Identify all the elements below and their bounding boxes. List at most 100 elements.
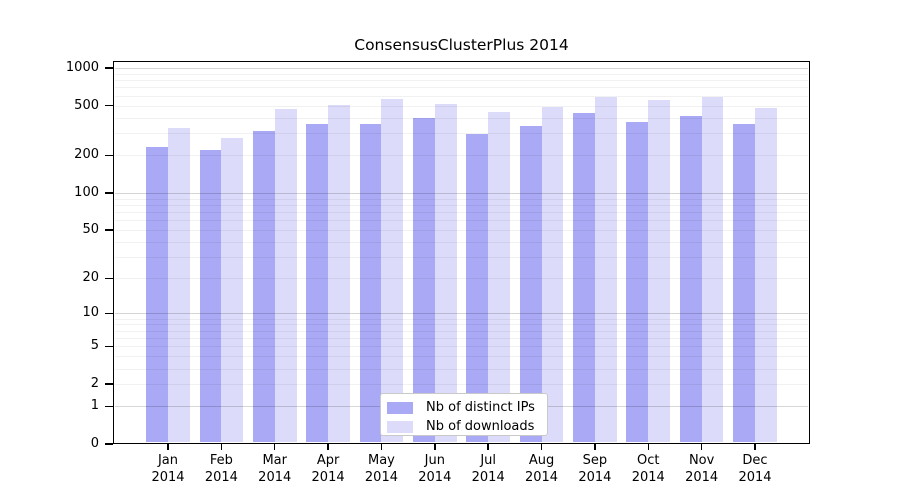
gridline-3 <box>115 368 808 370</box>
gridline-6 <box>115 338 808 340</box>
gridline-50 <box>115 230 808 231</box>
gridline-40 <box>115 241 808 243</box>
y-tick-label-0: 0 <box>90 436 99 451</box>
y-tick-label-200: 200 <box>74 147 99 163</box>
y-tick-1000 <box>105 67 113 69</box>
chart-title: ConsensusClusterPlus 2014 <box>354 36 569 54</box>
bar-may-downloads <box>381 98 404 443</box>
gridline-600 <box>115 95 808 97</box>
bar-nov-downloads <box>701 97 724 443</box>
y-tick-100 <box>105 192 113 194</box>
x-tick-label-nov: Nov 2014 <box>685 453 719 485</box>
bar-jan-downloads <box>168 128 190 443</box>
bar-nov-distinct-ips <box>679 115 702 443</box>
x-tick-may <box>380 444 383 450</box>
gridline-900 <box>115 73 808 75</box>
x-tick-label-jan: Jan 2014 <box>151 453 185 485</box>
bar-feb-downloads <box>221 138 244 443</box>
x-tick-nov <box>700 444 703 450</box>
bar-jul-downloads <box>488 111 510 443</box>
x-tick-label-dec: Dec 2014 <box>738 453 772 485</box>
legend-item-downloads: Nb of downloads <box>387 417 547 436</box>
y-tick-10 <box>105 312 113 315</box>
bar-may-distinct-ips <box>359 123 382 443</box>
gridline-7 <box>115 330 808 332</box>
bar-oct-downloads <box>648 100 671 443</box>
gridline-4 <box>115 356 808 358</box>
bar-feb-distinct-ips <box>199 150 222 443</box>
gridline-20 <box>115 278 808 280</box>
bar-jul-distinct-ips <box>466 134 489 443</box>
legend-label-distinct-ips: Nb of distinct IPs <box>426 399 535 415</box>
bar-mar-downloads <box>274 109 297 443</box>
x-tick-label-sep: Sep 2014 <box>578 453 612 485</box>
gridline-1000 <box>115 68 808 69</box>
x-tick-jun <box>434 444 436 450</box>
gridline-60 <box>115 220 808 222</box>
x-tick-label-oct: Oct 2014 <box>631 453 665 485</box>
bar-aug-downloads <box>541 106 564 443</box>
gridline-5 <box>115 346 808 348</box>
x-tick-dec <box>754 444 756 450</box>
bar-jun-distinct-ips <box>413 118 435 443</box>
y-tick-label-50: 50 <box>82 222 99 237</box>
bar-aug-distinct-ips <box>519 125 542 443</box>
x-tick-sep <box>594 444 596 450</box>
x-tick-label-mar: Mar 2014 <box>258 453 292 485</box>
gridline-300 <box>115 133 808 135</box>
gridline-80 <box>115 204 808 206</box>
x-tick-aug <box>540 444 543 450</box>
gridline-500 <box>115 105 808 107</box>
y-tick-2 <box>105 383 113 385</box>
bar-apr-downloads <box>328 105 350 443</box>
x-tick-label-aug: Aug 2014 <box>524 453 559 485</box>
gridline-100 <box>115 192 808 194</box>
y-tick-1 <box>105 405 113 408</box>
gridline-70 <box>115 212 808 213</box>
y-tick-0 <box>105 443 113 445</box>
legend-swatch-downloads-icon <box>387 420 413 433</box>
y-tick-label-5: 5 <box>90 338 99 354</box>
bar-mar-distinct-ips <box>252 130 275 443</box>
gridline-700 <box>115 87 808 89</box>
x-tick-label-feb: Feb 2014 <box>204 453 238 485</box>
bar-oct-distinct-ips <box>626 122 649 443</box>
y-tick-20 <box>105 277 113 280</box>
x-tick-apr <box>327 444 329 450</box>
y-tick-label-500: 500 <box>74 97 99 113</box>
y-tick-label-2: 2 <box>90 376 99 392</box>
bar-sep-distinct-ips <box>573 113 595 443</box>
bar-jan-distinct-ips <box>146 146 168 443</box>
legend: Nb of distinct IPs Nb of downloads <box>380 393 548 436</box>
x-tick-label-apr: Apr 2014 <box>311 453 345 485</box>
y-tick-200 <box>105 154 113 157</box>
y-tick-label-20: 20 <box>82 270 99 286</box>
bar-apr-distinct-ips <box>306 124 329 443</box>
x-tick-jan <box>167 444 169 450</box>
gridline-200 <box>115 155 808 157</box>
x-tick-label-jul: Jul 2014 <box>471 453 505 485</box>
gridline-30 <box>115 257 808 259</box>
bar-sep-downloads <box>594 96 617 443</box>
legend-label-downloads: Nb of downloads <box>426 418 535 434</box>
y-tick-500 <box>105 104 113 107</box>
y-tick-label-10: 10 <box>82 305 99 321</box>
y-tick-label-1: 1 <box>90 398 99 414</box>
x-tick-oct <box>647 444 650 450</box>
y-tick-label-100: 100 <box>74 184 99 200</box>
x-tick-jul <box>487 444 489 450</box>
x-tick-label-jun: Jun 2014 <box>418 453 452 485</box>
x-tick-mar <box>273 444 276 450</box>
bar-jun-downloads <box>434 104 457 443</box>
x-tick-label-may: May 2014 <box>364 453 398 485</box>
gridline-90 <box>115 198 808 200</box>
gridline-400 <box>115 117 808 119</box>
x-tick-feb <box>220 444 223 450</box>
y-tick-5 <box>105 345 113 348</box>
gridline-9 <box>115 318 808 320</box>
y-tick-50 <box>105 229 113 231</box>
bar-dec-distinct-ips <box>733 124 755 443</box>
gridline-8 <box>115 324 808 326</box>
gridline-800 <box>115 80 808 82</box>
